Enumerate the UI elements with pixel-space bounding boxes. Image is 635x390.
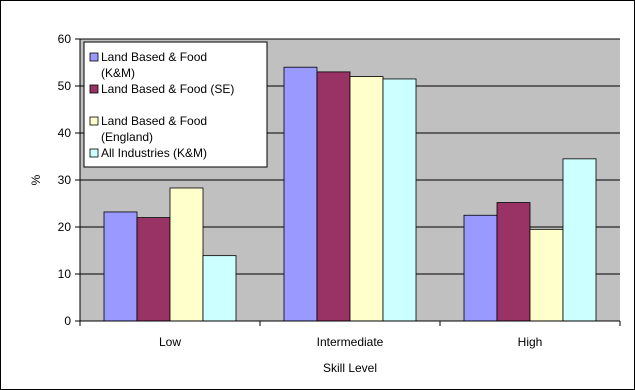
bar (169, 187, 204, 322)
x-tick-labels: Low Intermediate High (159, 335, 542, 349)
bar (496, 202, 531, 322)
y-tick-label: 20 (58, 220, 72, 234)
bar (202, 255, 237, 322)
legend-label: (K&M) (101, 66, 135, 80)
y-tick-label: 0 (64, 314, 71, 328)
bar (463, 214, 498, 322)
legend-swatch (89, 52, 99, 62)
x-tick-label: Low (159, 335, 181, 349)
legend-label: Land Based & Food (SE) (101, 82, 234, 96)
bar (562, 158, 597, 322)
bars (103, 66, 597, 322)
legend-label: Land Based & Food (101, 50, 207, 64)
legend-swatch (89, 148, 99, 158)
y-tick-label: 10 (58, 267, 72, 281)
x-tick-label: High (518, 335, 543, 349)
legend-label: (England) (101, 130, 153, 144)
x-tick-label: Intermediate (317, 335, 384, 349)
bar (103, 211, 138, 322)
bar (382, 78, 417, 322)
legend-label: All Industries (K&M) (101, 146, 207, 160)
x-axis-title: Skill Level (323, 361, 377, 375)
legend-swatch (89, 84, 99, 94)
legend: Land Based & Food (K&M) Land Based & Food … (83, 41, 268, 168)
legend-box (83, 41, 268, 168)
axes (75, 38, 621, 326)
bar (316, 71, 351, 322)
y-tick-labels: 0 10 20 30 40 50 60 (58, 32, 72, 328)
bar (136, 217, 171, 322)
y-tick-label: 40 (58, 126, 72, 140)
y-axis-title: % (29, 174, 43, 185)
bar (283, 66, 318, 322)
y-tick-label: 30 (58, 173, 72, 187)
bar (349, 76, 384, 322)
legend-swatch (89, 116, 99, 126)
y-tick-label: 50 (58, 79, 72, 93)
legend-label: Land Based & Food (101, 114, 207, 128)
y-tick-label: 60 (58, 32, 72, 46)
bar (529, 228, 564, 322)
